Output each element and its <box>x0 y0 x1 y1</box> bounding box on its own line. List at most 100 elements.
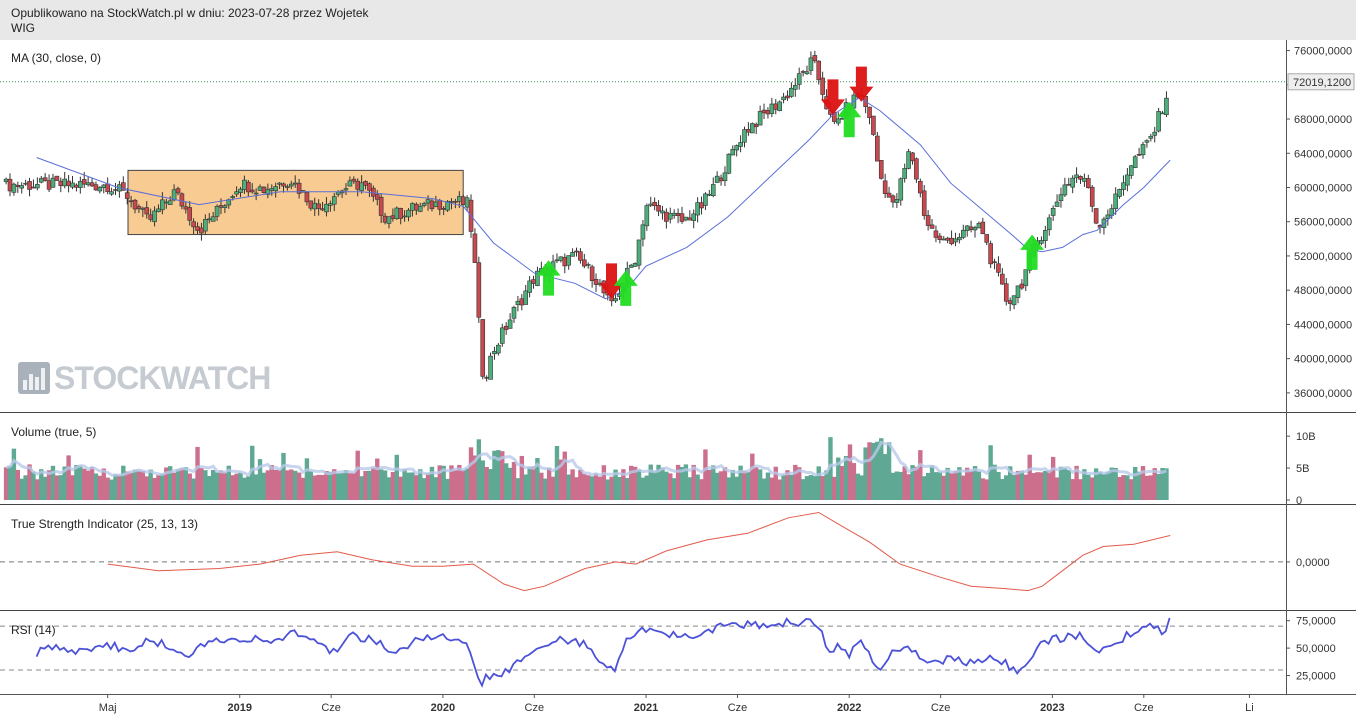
volume-bar <box>1062 468 1068 500</box>
candle-body <box>480 319 486 377</box>
volume-bar <box>503 463 509 500</box>
volume-bar <box>832 476 837 500</box>
volume-bar <box>652 471 657 500</box>
candle-body <box>1054 201 1060 207</box>
volume-bar <box>539 472 544 500</box>
volume-bar <box>1113 468 1118 500</box>
volume-bar <box>910 465 915 500</box>
candle-body <box>1136 153 1142 156</box>
candle-body <box>984 234 990 243</box>
candle-body <box>640 224 646 240</box>
volume-bar <box>574 477 579 500</box>
candle-body <box>390 215 396 219</box>
candle-body <box>773 103 779 110</box>
volume-bar <box>597 476 603 500</box>
candle-body <box>121 182 126 191</box>
volume-bar <box>82 468 87 500</box>
volume-bar <box>636 469 642 500</box>
time-tick-label: 2020 <box>431 702 455 714</box>
candle-body <box>11 183 17 193</box>
volume-bar <box>777 479 782 500</box>
volume-bar <box>1160 467 1165 500</box>
volume-tick-label: 5B <box>1296 463 1309 475</box>
candle-body <box>554 259 560 262</box>
candle-body <box>808 57 814 71</box>
candle-body <box>140 207 146 210</box>
candle-body <box>58 180 64 187</box>
candle-body <box>85 182 91 186</box>
chart-header: Opublikowano na StockWatch.pl w dniu: 20… <box>0 0 1356 40</box>
rsi-panel-title: RSI (14) <box>11 623 56 637</box>
volume-bar <box>164 467 169 500</box>
time-tick-label: Cze <box>1134 702 1154 714</box>
volume-bar <box>1109 467 1114 500</box>
volume-bar <box>922 476 927 500</box>
candle-body <box>421 203 427 206</box>
candle-body <box>1058 194 1064 202</box>
candle-body <box>660 210 665 214</box>
volume-bar <box>355 450 360 500</box>
volume-bar <box>70 475 75 500</box>
candle-body <box>785 95 790 99</box>
volume-bar <box>449 465 454 500</box>
buy-arrow-icon <box>613 270 638 306</box>
volume-bar <box>253 474 259 500</box>
candle-body <box>742 129 747 143</box>
candle-body <box>46 180 52 190</box>
candle-body <box>589 266 595 281</box>
volume-bar <box>230 475 235 500</box>
candle-body <box>878 160 884 179</box>
volume-bar <box>593 473 599 500</box>
candle-body <box>675 212 681 217</box>
candle-body <box>445 201 450 211</box>
volume-bar <box>324 471 329 500</box>
candle-body <box>562 257 568 267</box>
rsi-tick-label: 75,0000 <box>1296 616 1336 628</box>
candle-body <box>578 251 583 261</box>
candle-body <box>769 103 775 114</box>
candle-body <box>652 201 657 207</box>
candle-body <box>386 216 392 224</box>
volume-bar <box>773 466 778 500</box>
candle-body <box>156 208 161 212</box>
stockwatch-watermark: STOCKWATCH <box>18 360 271 396</box>
candle-body <box>1074 174 1079 179</box>
time-tick-label: Cze <box>931 702 951 714</box>
volume-bar <box>898 471 903 500</box>
candle-body <box>433 201 439 207</box>
time-tick-label: Li <box>1245 702 1254 714</box>
candle-body <box>593 279 599 285</box>
candle-body <box>148 214 153 220</box>
candle-body <box>167 200 173 205</box>
candle-body <box>285 186 290 188</box>
volume-bar <box>937 471 943 500</box>
volume-bar <box>1132 466 1138 500</box>
volume-bar <box>875 441 880 500</box>
volume-bar <box>722 467 728 500</box>
volume-bar <box>101 468 106 500</box>
volume-ma-line <box>5 440 1167 478</box>
volume-bar <box>453 470 458 500</box>
candle-body <box>496 344 501 354</box>
volume-bar <box>550 476 556 500</box>
candle-body <box>222 205 228 209</box>
candle-body <box>746 129 751 133</box>
volume-bar <box>425 473 431 500</box>
volume-bar <box>1164 468 1169 500</box>
candle-body <box>78 181 83 188</box>
volume-bar <box>711 465 716 500</box>
rsi-line <box>35 617 1171 688</box>
candle-body <box>406 209 411 218</box>
volume-bar <box>828 437 833 500</box>
price-tick-label: 68000,0000 <box>1294 114 1352 126</box>
volume-bar <box>468 447 474 500</box>
volume-bar <box>296 472 302 500</box>
volume-bar <box>1019 470 1025 500</box>
candle-body <box>1132 156 1138 168</box>
candle-body <box>363 181 368 186</box>
volume-bar <box>371 467 376 500</box>
volume-bar <box>996 471 1001 500</box>
candle-body <box>355 180 361 190</box>
volume-bar <box>625 477 630 500</box>
volume-bar <box>351 472 357 500</box>
